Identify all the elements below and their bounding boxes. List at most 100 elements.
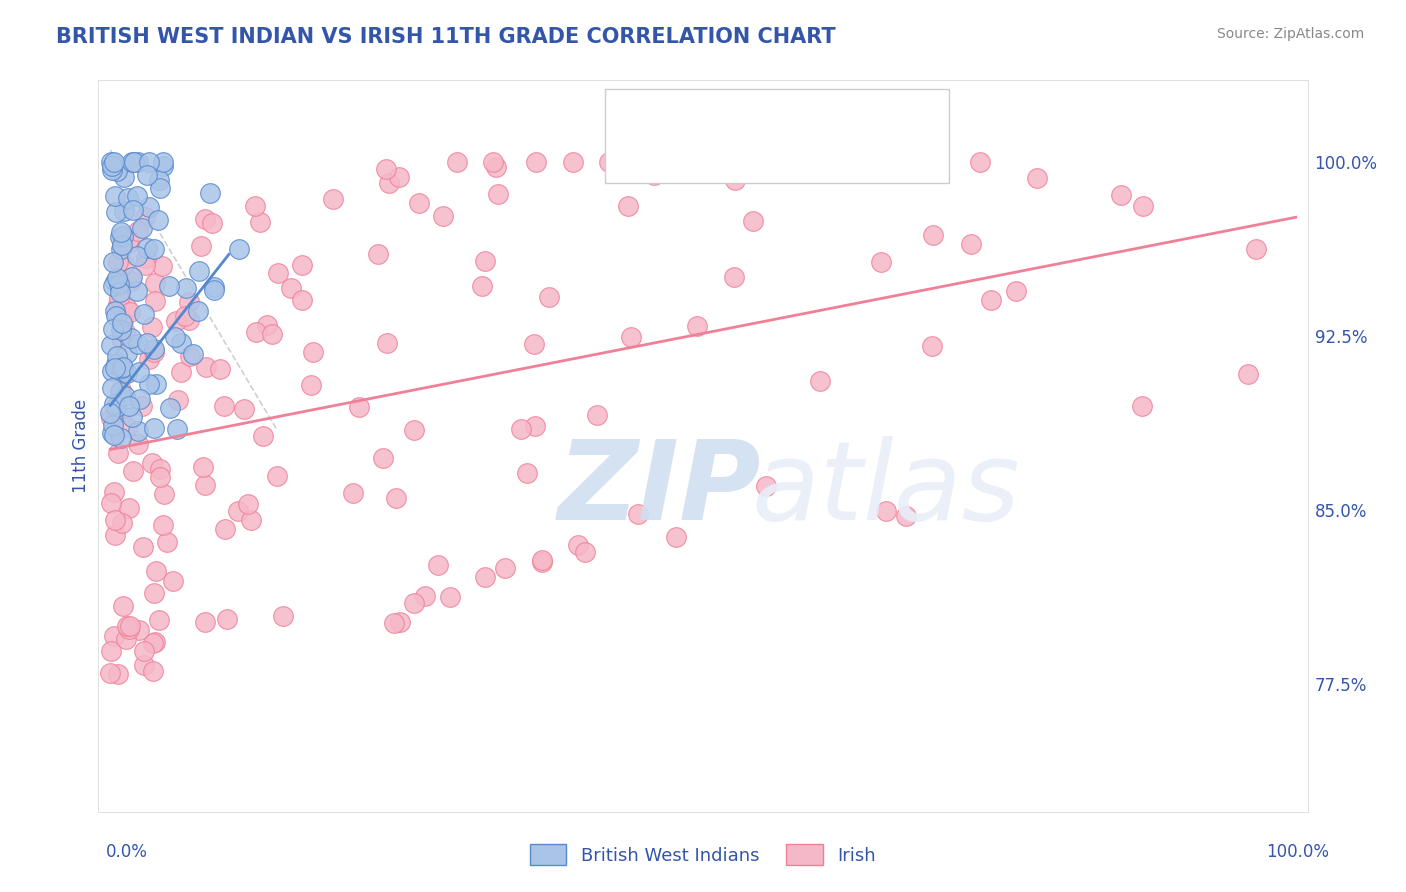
Text: 0.278: 0.278 [710, 107, 768, 125]
Point [108, 277, 131, 291]
Point [117, 366, 139, 380]
Text: 0.0%: 0.0% [105, 843, 148, 861]
Point [110, 383, 132, 397]
Text: BRITISH WEST INDIAN VS IRISH 11TH GRADE CORRELATION CHART: BRITISH WEST INDIAN VS IRISH 11TH GRADE … [56, 27, 835, 46]
Point [103, 409, 125, 423]
Point [474, 253, 496, 268]
Point [117, 420, 139, 434]
Point [875, 504, 897, 518]
Point [439, 591, 461, 605]
Point [145, 376, 167, 391]
Point [531, 555, 554, 569]
Point [291, 293, 314, 307]
Point [384, 491, 406, 505]
Legend: British West Indians, Irish: British West Indians, Irish [523, 837, 883, 872]
Point [101, 322, 124, 336]
Point [143, 242, 166, 256]
Point [105, 310, 128, 324]
Point [245, 326, 267, 340]
Point [194, 212, 217, 227]
Point [117, 236, 139, 251]
Point [108, 230, 131, 244]
Text: ZIP: ZIP [558, 436, 762, 543]
Point [236, 498, 259, 512]
Point [187, 304, 209, 318]
Point [143, 421, 166, 435]
Point [378, 176, 401, 190]
Point [267, 266, 290, 280]
Point [214, 522, 236, 536]
Point [408, 195, 430, 210]
Point [132, 658, 155, 673]
Point [111, 238, 134, 252]
Point [167, 392, 190, 407]
Point [131, 221, 153, 235]
Point [402, 597, 425, 611]
Point [115, 618, 138, 632]
Point [108, 292, 131, 306]
Point [195, 359, 218, 374]
Point [104, 189, 127, 203]
Point [145, 564, 167, 578]
Point [347, 400, 370, 414]
Point [686, 319, 709, 334]
Point [202, 279, 225, 293]
Point [100, 496, 122, 510]
Point [159, 401, 181, 415]
Point [262, 327, 284, 342]
Point [486, 187, 509, 202]
Point [194, 615, 217, 629]
Point [143, 344, 166, 359]
Point [170, 365, 193, 379]
Point [142, 664, 165, 678]
Point [208, 362, 231, 376]
Point [127, 337, 149, 351]
Point [104, 276, 127, 290]
Point [100, 162, 122, 177]
Text: R =: R = [668, 107, 707, 125]
Point [446, 154, 468, 169]
Point [103, 397, 125, 411]
Point [100, 666, 122, 681]
Point [299, 378, 322, 392]
Point [280, 281, 302, 295]
Text: N =: N = [769, 107, 808, 125]
Text: R =: R = [668, 145, 707, 163]
Point [388, 170, 411, 185]
Point [134, 307, 156, 321]
Point [156, 534, 179, 549]
Point [122, 203, 145, 218]
Point [152, 518, 174, 533]
Point [105, 205, 128, 219]
Point [191, 459, 214, 474]
Point [183, 347, 205, 361]
Text: 0.260: 0.260 [710, 145, 766, 163]
Point [112, 170, 135, 185]
Point [162, 574, 184, 588]
Point [121, 270, 143, 285]
Text: 100.0%: 100.0% [1265, 843, 1329, 861]
Point [561, 154, 583, 169]
Point [120, 274, 142, 288]
Point [190, 239, 212, 253]
Point [129, 392, 152, 406]
Point [114, 325, 136, 339]
Point [141, 320, 163, 334]
Point [808, 374, 831, 388]
Point [105, 271, 128, 285]
Point [567, 538, 589, 552]
Point [105, 163, 128, 178]
Point [104, 361, 127, 376]
Point [107, 255, 129, 269]
Point [574, 545, 596, 559]
Point [143, 343, 166, 357]
Point [226, 504, 249, 518]
Point [482, 154, 505, 169]
Point [214, 400, 236, 414]
Point [217, 612, 239, 626]
Point [125, 189, 148, 203]
Point [665, 530, 688, 544]
Point [142, 586, 165, 600]
Point [134, 258, 156, 272]
Point [115, 632, 138, 646]
